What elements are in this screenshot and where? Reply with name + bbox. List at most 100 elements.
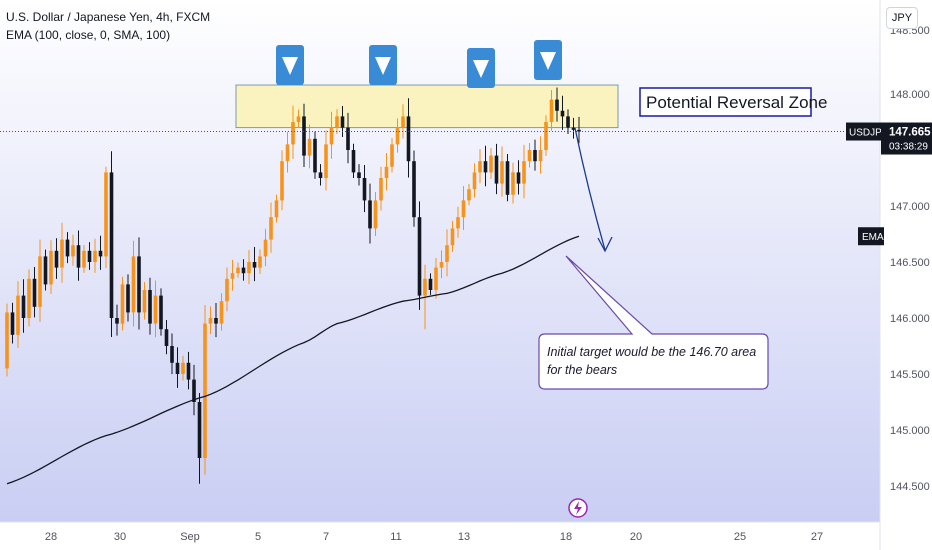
candle-body	[500, 161, 504, 184]
candle	[21, 279, 26, 333]
candle	[368, 183, 372, 244]
candle-body	[225, 278, 229, 302]
countdown-label: 03:38:29	[889, 142, 928, 153]
callout-bubble	[538, 255, 769, 390]
symbol-tag: USDJPY	[849, 128, 889, 139]
ema-tag-box	[858, 227, 884, 246]
candle	[522, 144, 526, 199]
price-tick-label: 145.500	[890, 369, 930, 381]
candle	[43, 249, 48, 291]
candle-body	[208, 318, 213, 324]
candle-body	[269, 217, 273, 240]
candle	[296, 109, 301, 128]
candle-body	[93, 250, 97, 262]
candle-body	[241, 267, 246, 274]
candle-body	[362, 178, 367, 201]
candle-body	[175, 362, 180, 374]
candle	[379, 166, 383, 211]
candle-body	[329, 127, 334, 145]
candle-body	[170, 346, 174, 363]
candle-body	[544, 122, 548, 150]
price-scale-background	[880, 0, 932, 550]
candle	[137, 237, 141, 330]
candle-body	[577, 129, 581, 132]
candle	[538, 136, 543, 174]
time-tick-label: 18	[560, 531, 572, 543]
candle-body	[401, 116, 405, 128]
candle	[252, 246, 257, 282]
candle	[384, 153, 389, 191]
candle	[126, 274, 130, 322]
candle-body	[456, 217, 460, 229]
candle	[428, 273, 433, 295]
candle-body	[522, 161, 526, 184]
candle-body	[126, 284, 130, 313]
candle	[302, 103, 306, 167]
candle-body	[516, 172, 521, 184]
candle	[148, 277, 152, 335]
candle-body	[104, 172, 108, 257]
candle	[153, 280, 158, 338]
candle-body	[439, 262, 444, 268]
candle-body	[82, 250, 86, 268]
candle	[417, 201, 422, 310]
candle-body	[549, 99, 554, 122]
candle	[351, 143, 356, 179]
candle-body	[43, 256, 48, 285]
candle-body	[357, 172, 361, 178]
candle	[175, 347, 180, 388]
candle	[164, 320, 169, 355]
candle-body	[27, 278, 31, 318]
candle	[329, 111, 334, 159]
candle	[274, 194, 279, 223]
candle-body	[5, 312, 9, 369]
candle	[230, 259, 235, 291]
candle-body	[445, 245, 449, 262]
price-tick-label: 146.500	[890, 257, 930, 269]
candle	[566, 109, 570, 134]
symbol-title[interactable]: U.S. Dollar / Japanese Yen, 4h, FXCM	[6, 10, 211, 24]
candle-body	[395, 127, 400, 145]
ema-line	[6, 235, 580, 485]
candle	[494, 143, 499, 195]
currency-button[interactable]: JPY	[886, 7, 918, 29]
candle-body	[197, 402, 202, 458]
candle-body	[280, 161, 284, 201]
candle	[219, 293, 224, 331]
candle-body	[247, 262, 251, 274]
time-tick-label: Sep	[180, 531, 200, 543]
candle-body	[335, 116, 339, 128]
candle-body	[131, 256, 136, 313]
candle-body	[417, 217, 422, 296]
candle-body	[21, 295, 26, 318]
candle-body	[230, 273, 235, 279]
candle-body	[302, 116, 306, 156]
time-tick-label: 5	[255, 531, 261, 543]
arrow-head	[597, 236, 613, 253]
candle-body	[142, 290, 147, 313]
time-scale-background	[0, 522, 880, 550]
candle-body	[379, 178, 383, 201]
candle-body	[38, 256, 42, 307]
candle	[478, 149, 482, 184]
candle-body	[351, 150, 356, 173]
candle-body	[153, 295, 158, 324]
projection-arrow	[574, 127, 606, 251]
candle	[214, 302, 218, 338]
candle-body	[236, 267, 240, 274]
chart-legend: U.S. Dollar / Japanese Yen, 4h, FXCM EMA…	[6, 8, 210, 44]
candle-body	[527, 150, 532, 162]
candle-body	[571, 127, 576, 130]
candle	[505, 154, 510, 202]
candle	[115, 304, 119, 336]
candle	[483, 145, 488, 187]
candle	[395, 118, 400, 153]
time-tick-label: 28	[45, 531, 57, 543]
candle	[192, 364, 196, 416]
candle-body	[340, 116, 345, 128]
candle	[544, 115, 548, 157]
candle-body	[120, 284, 125, 324]
indicator-label[interactable]: EMA (100, close, 0, SMA, 100)	[6, 28, 171, 42]
